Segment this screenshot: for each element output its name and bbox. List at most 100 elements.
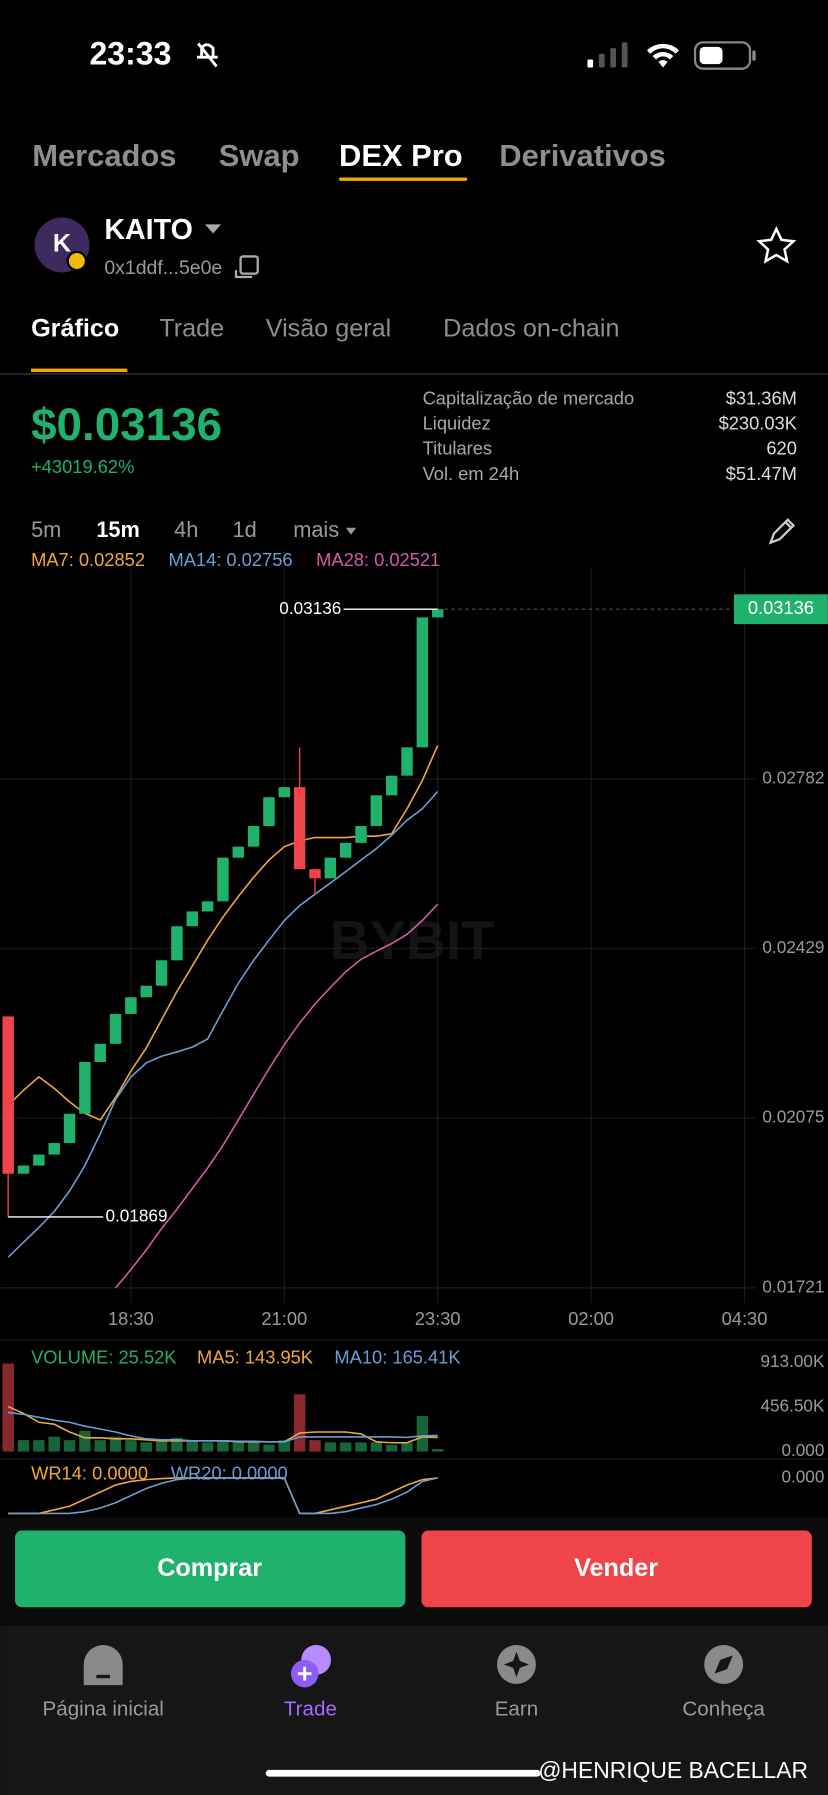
- volume-bar: [431, 1449, 444, 1452]
- candle-body: [201, 901, 214, 912]
- sell-button[interactable]: [421, 1530, 812, 1608]
- intervals: 5m 15m 4h 1d mais: [31, 517, 339, 542]
- chain-badge: [66, 250, 88, 272]
- nav-icon-earn[interactable]: [496, 1645, 536, 1684]
- candle-body: [94, 1043, 106, 1062]
- volume-bar: [370, 1442, 383, 1452]
- volume-bar: [278, 1440, 291, 1452]
- top-tab[interactable]: Derivativos: [499, 138, 666, 173]
- volume-bar: [140, 1442, 152, 1452]
- sub-tab[interactable]: Trade: [159, 314, 224, 342]
- indicator-line: [8, 1477, 438, 1515]
- interval[interactable]: 5m: [31, 517, 61, 542]
- volume-bar: [385, 1444, 398, 1452]
- indicator-line: [114, 903, 439, 1289]
- y-tick-label: 0.02075: [762, 1107, 824, 1127]
- top-tab-active[interactable]: DEX Pro: [339, 138, 463, 173]
- x-tick-label: 02:00: [568, 1308, 614, 1329]
- charts: 18:30 21:00 23:30 02:00 04:30 0.01721 0.02075 0…: [0, 549, 828, 1515]
- watermark: BYBIT: [330, 909, 495, 971]
- dropdown-arrow[interactable]: [205, 224, 222, 234]
- candle-body: [186, 911, 198, 927]
- volume-bar: [125, 1440, 137, 1452]
- candle-body: [401, 747, 413, 776]
- volume-bar: [232, 1442, 245, 1452]
- interval[interactable]: mais: [293, 517, 339, 542]
- x-tick-label: 04:30: [722, 1308, 768, 1329]
- volume-bar: [263, 1444, 275, 1452]
- candle-body: [79, 1061, 91, 1114]
- sell-label[interactable]: Vender: [574, 1554, 658, 1582]
- indicator-line: [8, 1411, 438, 1443]
- draw-tool[interactable]: [768, 518, 796, 545]
- token-address: 0x1ddf...5e0e: [104, 257, 222, 279]
- stat-value: $230.03K: [719, 413, 797, 434]
- interval[interactable]: 4h: [174, 517, 198, 542]
- stat-label: Liquidez: [423, 413, 491, 434]
- volume-bar: [2, 1363, 14, 1452]
- sub-tab[interactable]: Visão geral: [266, 314, 391, 342]
- price: $0.03136: [31, 399, 222, 450]
- x-tick-label: 23:30: [415, 1308, 461, 1329]
- more-arrow[interactable]: [345, 527, 357, 535]
- nav-bar: [0, 1625, 828, 1795]
- legend-entry: MA5: 143.95K: [197, 1347, 313, 1368]
- stat-value: $31.36M: [726, 387, 797, 408]
- volume-bar: [309, 1440, 321, 1452]
- token-symbol[interactable]: KAITO: [104, 214, 192, 246]
- candle-body: [247, 826, 260, 847]
- candle-body: [431, 609, 444, 618]
- candle-body: [385, 775, 398, 796]
- candle-body: [416, 617, 429, 748]
- token-icon-letter: K: [53, 230, 71, 258]
- volume-bar: [186, 1440, 198, 1452]
- volume-bar: [217, 1440, 229, 1452]
- stats: Capitalização de mercado $31.36M Liquidez $…: [423, 387, 797, 484]
- volume-bar: [79, 1430, 91, 1452]
- volume-bar: [324, 1442, 337, 1452]
- y-tick-label: 0.02429: [762, 937, 824, 957]
- candle-body: [278, 787, 291, 798]
- candle-body: [17, 1165, 30, 1174]
- legend-entry: WR20: 0.0000: [171, 1462, 288, 1483]
- copy-icon[interactable]: [234, 255, 259, 279]
- stat-value: $51.47M: [726, 463, 797, 484]
- candle-body: [370, 795, 383, 827]
- candle-body: [33, 1154, 45, 1166]
- legend-entry: MA10: 165.41K: [334, 1347, 460, 1368]
- interval-active[interactable]: 15m: [96, 517, 140, 542]
- y-tick-label: 0.02782: [762, 768, 824, 788]
- top-tab[interactable]: Swap: [219, 138, 300, 173]
- candle-body: [171, 926, 183, 961]
- volume-bar: [171, 1437, 183, 1452]
- nav-icon-explore[interactable]: [704, 1645, 744, 1684]
- legend-entry: MA7: 0.02852: [31, 549, 145, 570]
- nav-icon-trade[interactable]: [290, 1645, 332, 1688]
- home-indicator: [265, 1769, 541, 1777]
- y-tick-label: 0.000: [781, 1466, 824, 1486]
- nav-label[interactable]: Página inicial: [43, 1698, 164, 1721]
- nav-label[interactable]: Conheça: [682, 1698, 765, 1721]
- nav-label[interactable]: Earn: [495, 1698, 539, 1721]
- top-tab[interactable]: Mercados: [32, 138, 176, 173]
- volume-bar: [416, 1416, 429, 1452]
- volume-bar: [63, 1440, 76, 1452]
- nav-label-active[interactable]: Trade: [284, 1698, 337, 1721]
- candle-body: [140, 985, 152, 998]
- nav-icon-home[interactable]: [83, 1645, 123, 1686]
- volume-bar: [94, 1440, 106, 1452]
- y-tick-label: 0.01721: [762, 1276, 824, 1296]
- sub-tab-active[interactable]: Gráfico: [31, 314, 119, 342]
- buy-button[interactable]: [15, 1530, 406, 1608]
- tab-indicator: [339, 177, 468, 181]
- interval[interactable]: 1d: [233, 517, 257, 542]
- candle-body: [355, 826, 367, 843]
- sub-tab[interactable]: Dados on-chain: [443, 314, 619, 342]
- legend-entry: WR14: 0.0000: [31, 1462, 148, 1483]
- y-tick-label: 456.50K: [760, 1395, 824, 1415]
- candle-body: [309, 869, 321, 879]
- y-tick-label: 0.000: [781, 1440, 824, 1460]
- favorite-star[interactable]: [756, 226, 797, 264]
- buy-label[interactable]: Comprar: [157, 1554, 262, 1582]
